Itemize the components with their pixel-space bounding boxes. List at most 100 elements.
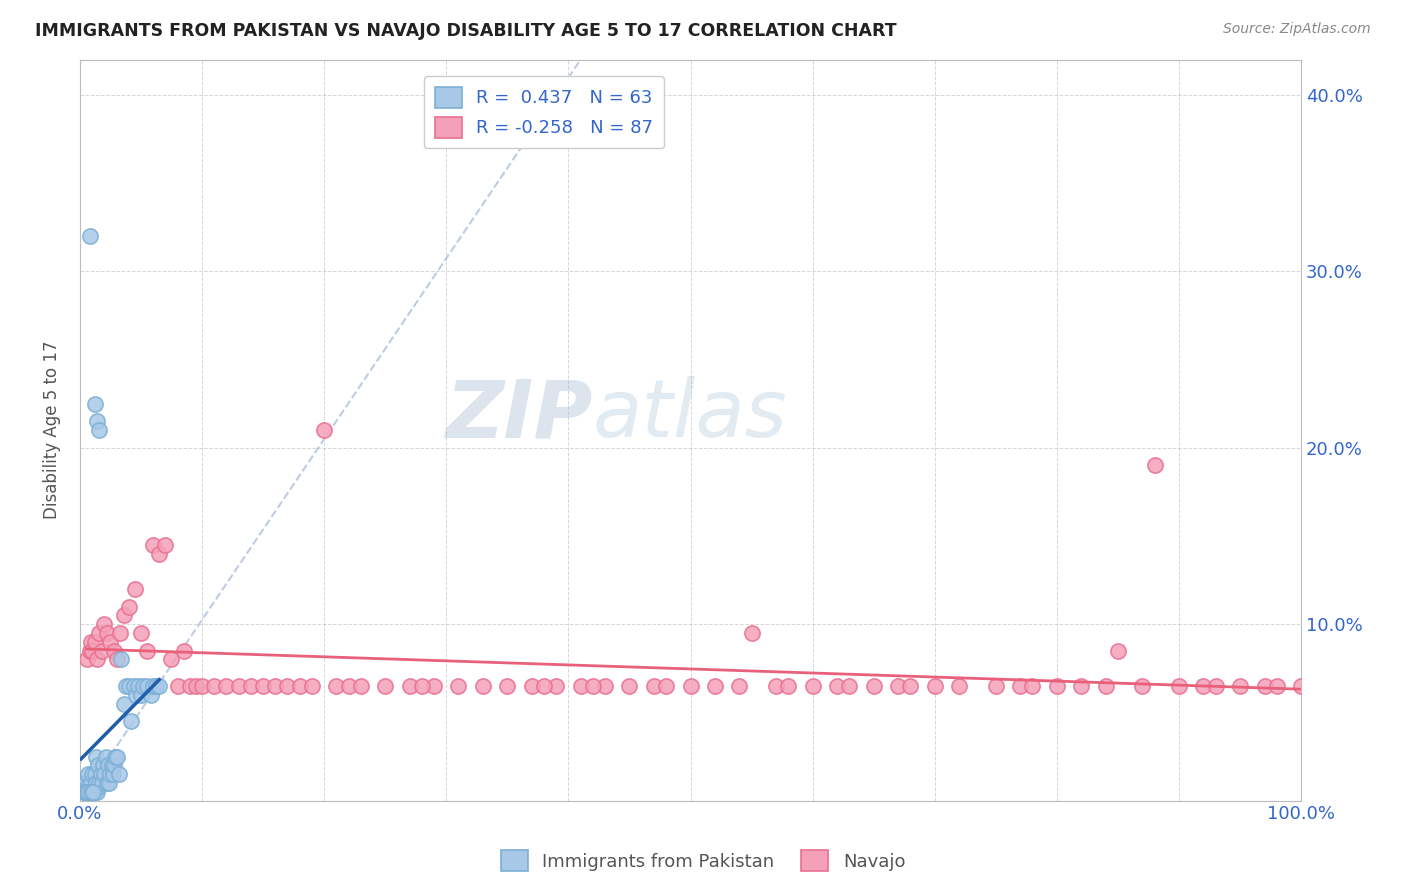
Point	[924, 679, 946, 693]
Point	[569, 679, 592, 693]
Point	[825, 679, 848, 693]
Point	[778, 679, 800, 693]
Point	[325, 679, 347, 693]
Point	[93, 767, 115, 781]
Point	[202, 679, 225, 693]
Point	[160, 652, 183, 666]
Point	[184, 679, 207, 693]
Point	[1094, 679, 1116, 693]
Point	[520, 679, 543, 693]
Point	[148, 547, 170, 561]
Point	[75, 776, 97, 790]
Point	[72, 780, 94, 794]
Point	[643, 679, 665, 693]
Point	[801, 679, 824, 693]
Point	[112, 608, 135, 623]
Point	[173, 643, 195, 657]
Point	[423, 679, 446, 693]
Point	[80, 635, 103, 649]
Point	[75, 785, 97, 799]
Point	[582, 679, 605, 693]
Point	[100, 635, 122, 649]
Point	[83, 785, 105, 799]
Point	[90, 643, 112, 657]
Point	[84, 776, 107, 790]
Point	[1010, 679, 1032, 693]
Point	[129, 626, 152, 640]
Point	[77, 785, 100, 799]
Point	[125, 688, 148, 702]
Point	[128, 679, 150, 693]
Point	[129, 688, 152, 702]
Point	[148, 679, 170, 693]
Point	[79, 229, 101, 244]
Point	[374, 679, 396, 693]
Point	[91, 758, 114, 772]
Point	[96, 626, 118, 640]
Point	[83, 397, 105, 411]
Point	[228, 679, 250, 693]
Point	[76, 780, 98, 794]
Point	[314, 423, 336, 437]
Point	[80, 785, 103, 799]
Point	[104, 749, 127, 764]
Point	[139, 688, 162, 702]
Point	[82, 785, 104, 799]
Point	[1021, 679, 1043, 693]
Point	[619, 679, 641, 693]
Point	[94, 749, 117, 764]
Point	[72, 785, 94, 799]
Y-axis label: Disability Age 5 to 17: Disability Age 5 to 17	[44, 341, 60, 519]
Point	[215, 679, 238, 693]
Point	[110, 652, 132, 666]
Point	[80, 785, 103, 799]
Point	[411, 679, 433, 693]
Point	[118, 679, 141, 693]
Point	[73, 785, 96, 799]
Point	[1253, 679, 1275, 693]
Point	[105, 652, 128, 666]
Point	[86, 785, 108, 799]
Point	[103, 758, 125, 772]
Point	[118, 599, 141, 614]
Point	[1229, 679, 1251, 693]
Point	[112, 697, 135, 711]
Point	[1192, 679, 1215, 693]
Point	[984, 679, 1007, 693]
Point	[301, 679, 323, 693]
Point	[142, 679, 165, 693]
Point	[337, 679, 360, 693]
Point	[593, 679, 616, 693]
Point	[84, 749, 107, 764]
Point	[82, 785, 104, 799]
Point	[252, 679, 274, 693]
Point	[264, 679, 287, 693]
Point	[89, 776, 111, 790]
Point	[87, 758, 110, 772]
Point	[546, 679, 568, 693]
Point	[655, 679, 678, 693]
Point	[124, 582, 146, 596]
Point	[1107, 643, 1129, 657]
Point	[115, 679, 138, 693]
Point	[447, 679, 470, 693]
Point	[898, 679, 921, 693]
Legend: R =  0.437   N = 63, R = -0.258   N = 87: R = 0.437 N = 63, R = -0.258 N = 87	[423, 76, 664, 148]
Point	[83, 635, 105, 649]
Point	[145, 679, 167, 693]
Point	[70, 776, 93, 790]
Point	[288, 679, 311, 693]
Text: IMMIGRANTS FROM PAKISTAN VS NAVAJO DISABILITY AGE 5 TO 17 CORRELATION CHART: IMMIGRANTS FROM PAKISTAN VS NAVAJO DISAB…	[35, 22, 897, 40]
Point	[83, 767, 105, 781]
Point	[86, 652, 108, 666]
Point	[887, 679, 910, 693]
Point	[948, 679, 970, 693]
Text: Source: ZipAtlas.com: Source: ZipAtlas.com	[1223, 22, 1371, 37]
Point	[108, 767, 131, 781]
Point	[1205, 679, 1227, 693]
Point	[90, 776, 112, 790]
Point	[100, 758, 122, 772]
Point	[838, 679, 860, 693]
Point	[765, 679, 787, 693]
Point	[136, 679, 159, 693]
